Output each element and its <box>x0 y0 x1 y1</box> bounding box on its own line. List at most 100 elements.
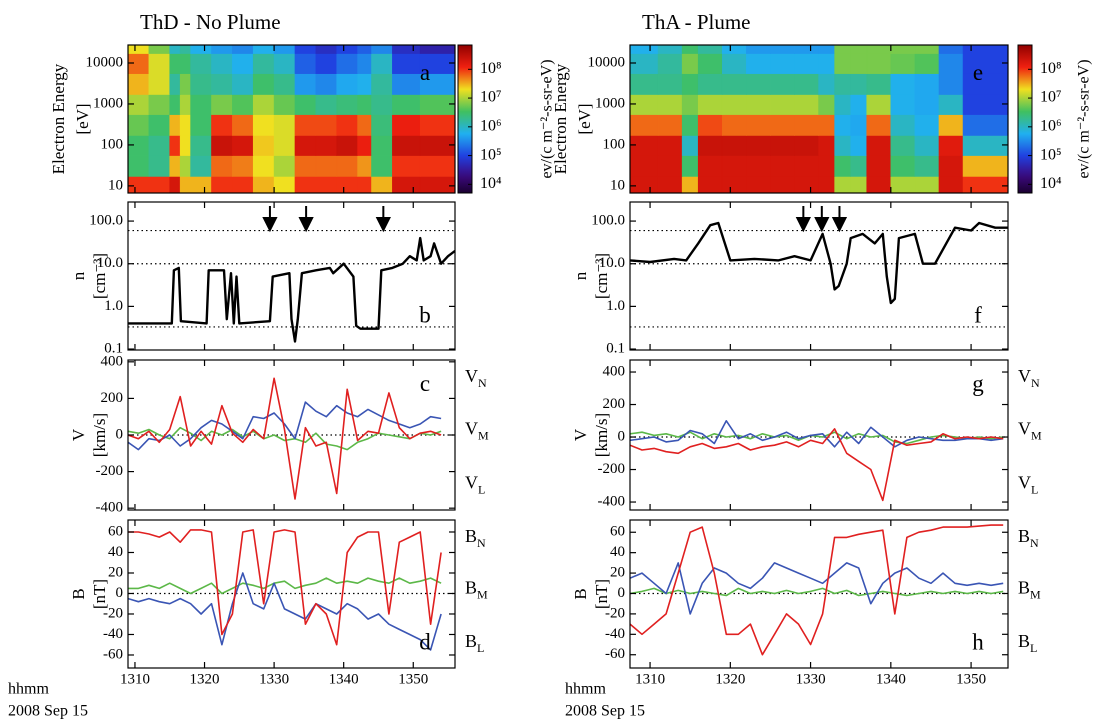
spectrogram-cell <box>890 176 916 193</box>
y-axis-label: [km/s] <box>592 413 611 457</box>
plot-area <box>128 377 455 500</box>
spectrogram-cell <box>721 45 747 54</box>
series-line <box>630 587 1004 597</box>
spectrogram-cell <box>630 73 659 95</box>
x-tick-label: 1310 <box>635 671 665 687</box>
spectrogram-cell <box>211 176 233 193</box>
x-tick-label: 1340 <box>876 671 906 687</box>
colorbar-label: ev/(c m⁻²-s-sr-eV) <box>1076 59 1093 178</box>
event-arrow <box>375 206 391 233</box>
spectrogram-cell <box>914 94 940 115</box>
spectrogram-cell <box>419 45 455 54</box>
spectrogram-cell <box>294 73 317 95</box>
x-tick-label: 1320 <box>715 671 745 687</box>
spectrogram-cell <box>315 53 338 74</box>
spectrogram-cell <box>697 114 723 136</box>
spectrogram-cell <box>890 53 916 74</box>
y-tick-label: 1.0 <box>104 298 123 314</box>
spectrogram-cell <box>392 135 421 156</box>
spectrogram-cell <box>721 135 747 156</box>
spectrogram-cell <box>371 176 393 193</box>
spectrogram-cell <box>681 73 699 95</box>
y-axis-label: n <box>69 271 88 280</box>
panel-frame <box>127 201 456 351</box>
series-line <box>128 236 455 343</box>
panel-label: e <box>973 60 983 85</box>
spectrogram-cell <box>697 94 723 115</box>
spectrogram-cell <box>190 45 212 54</box>
spectrogram-cell <box>746 155 771 177</box>
spectrogram-cell <box>211 73 233 95</box>
spectrogram-cell <box>962 176 1008 193</box>
series-line <box>128 377 442 500</box>
event-arrow <box>262 206 278 233</box>
y-tick-label: 10 <box>610 177 625 193</box>
y-tick-label: 40 <box>108 544 123 560</box>
spectrogram-cell <box>890 45 916 54</box>
spectrogram-cell <box>392 176 421 193</box>
spectrogram-cell <box>890 114 916 136</box>
spectrogram-cell <box>232 45 254 54</box>
colorbar-tick-label: 10⁵ <box>1040 146 1062 163</box>
spectrogram-cell <box>179 94 191 115</box>
spectrogram-cell <box>962 73 1008 95</box>
y-axis-label: [nT] <box>90 579 109 609</box>
spectrogram-cell <box>938 45 964 54</box>
spectrogram-cell <box>294 155 317 177</box>
spectrogram-cell <box>914 53 940 74</box>
y-axis-label: [cm⁻³] <box>90 253 109 299</box>
spectrogram-cell <box>179 176 191 193</box>
panel-title: ThD - No Plume <box>140 10 281 34</box>
spectrogram-cell <box>834 73 852 95</box>
spectrogram-cell <box>392 94 421 115</box>
spectrogram-cell <box>273 53 296 74</box>
y-axis-label: [km/s] <box>90 413 109 457</box>
spectrogram-cell <box>938 53 964 74</box>
spectrogram-cell <box>681 53 699 74</box>
spectrogram-cell <box>252 176 275 193</box>
series-line <box>128 426 442 451</box>
spectrogram-cell <box>211 155 233 177</box>
spectrogram-cell <box>962 53 1008 74</box>
y-tick-label: 200 <box>603 396 626 412</box>
spectrogram-cell <box>211 135 233 156</box>
spectrogram-cell <box>357 45 372 54</box>
spectrogram-cell <box>630 155 659 177</box>
spectrogram-cell <box>850 45 868 54</box>
event-arrow <box>831 206 848 233</box>
legend-entry: BM <box>465 578 488 602</box>
spectrogram-cell <box>392 155 421 177</box>
spectrogram-cell <box>818 114 835 136</box>
spectrogram-cell <box>273 114 296 136</box>
spectrogram-cell <box>962 94 1008 115</box>
spectrogram-cell <box>128 73 150 95</box>
y-axis-label: Electron Energy <box>551 63 570 174</box>
series-line <box>128 529 442 646</box>
spectrogram-cell <box>190 176 212 193</box>
panel-frame <box>629 201 1009 351</box>
legend-entry: VN <box>1018 366 1040 390</box>
spectrogram-cell <box>657 53 683 74</box>
y-tick-label: 1000 <box>595 95 625 111</box>
event-arrow <box>814 206 830 233</box>
spectrogram-cell <box>179 114 191 136</box>
y-tick-label: 0 <box>116 426 124 442</box>
x-tick-label: 1310 <box>120 671 150 687</box>
spectrogram-cell <box>357 94 372 115</box>
y-tick-label: 10.0 <box>97 255 123 271</box>
spectrogram-cell <box>721 176 747 193</box>
spectrogram-cell <box>357 73 372 95</box>
series-line <box>128 572 442 651</box>
spectrogram-cell <box>336 114 358 136</box>
plot-area <box>630 221 1008 328</box>
panel-frame <box>127 44 456 194</box>
spectrogram-cell <box>336 135 358 156</box>
spectrogram-cell <box>721 73 747 95</box>
spectrogram-cell <box>371 73 393 95</box>
spectrogram-cell <box>770 94 795 115</box>
spectrogram-cell <box>179 135 191 156</box>
spectrogram-cell <box>148 73 171 95</box>
spectrogram-cell <box>794 94 819 115</box>
spectrogram-cell <box>850 155 868 177</box>
